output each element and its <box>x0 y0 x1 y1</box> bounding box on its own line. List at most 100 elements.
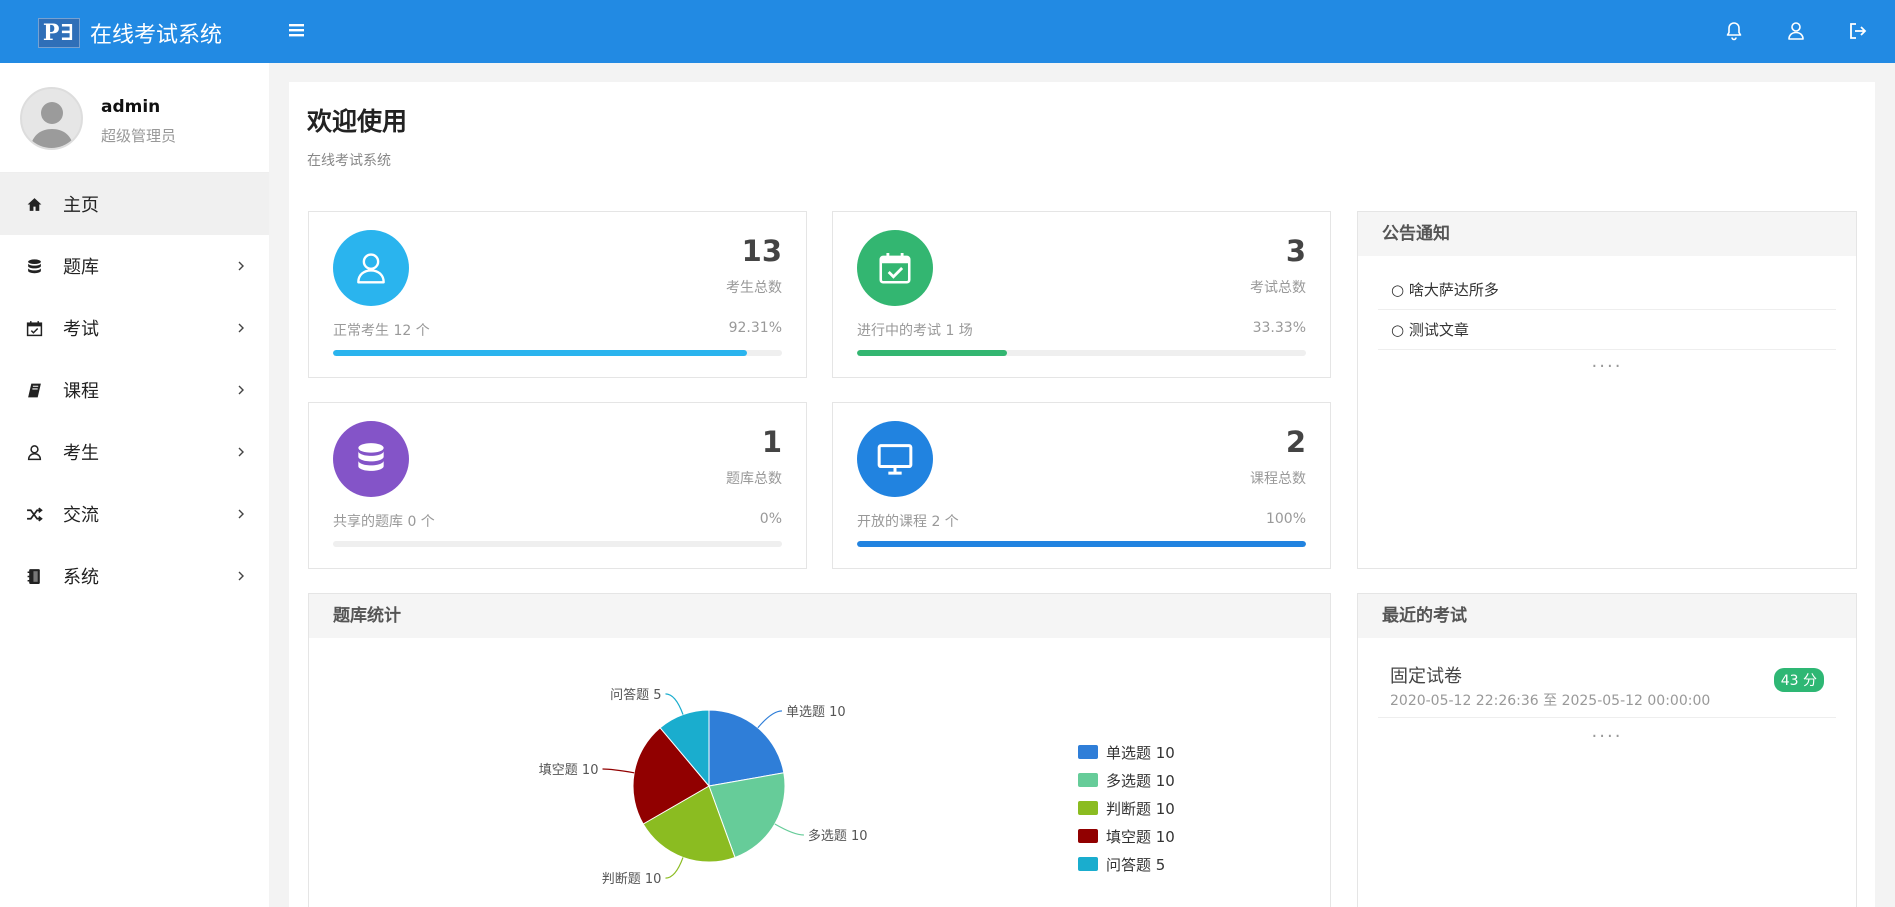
panel-title: 题库统计 <box>309 594 1330 638</box>
calendar-check-icon <box>26 320 43 336</box>
stat-value: 2 <box>1285 425 1306 459</box>
legend-label: 多选题 10 <box>1106 771 1175 790</box>
user-profile: admin 超级管理员 <box>0 63 269 173</box>
sidebar: admin 超级管理员 主页 题库 考试 <box>0 63 269 907</box>
progress-bar <box>857 350 1306 356</box>
stat-footer: 正常考生 12 个 <box>333 323 430 339</box>
legend-swatch <box>1078 801 1098 815</box>
sidebar-item-label: 课程 <box>63 381 99 402</box>
panel-title: 最近的考试 <box>1358 594 1856 638</box>
chart-legend: 单选题 10 多选题 10 判断题 10 填空题 10 问答题 5 <box>1078 738 1175 878</box>
label-line <box>757 710 783 729</box>
progress-fill <box>333 350 748 356</box>
sidebar-item-home[interactable]: 主页 <box>0 173 269 235</box>
legend-item[interactable]: 单选题 10 <box>1078 738 1175 766</box>
label-line <box>602 768 635 774</box>
stat-icon-circle <box>333 230 409 306</box>
hamburger-menu-icon[interactable] <box>287 20 307 40</box>
exam-item[interactable]: 固定试卷 2020-05-12 22:26:36 至 2025-05-12 00… <box>1378 638 1836 718</box>
stat-value: 3 <box>1285 234 1306 268</box>
pie-slice-1[interactable] <box>708 709 785 787</box>
user-icon <box>357 253 385 284</box>
legend-item[interactable]: 多选题 10 <box>1078 766 1175 794</box>
notice-item[interactable]: ○ 测试文章 <box>1378 310 1836 350</box>
chevron-right-icon <box>238 261 244 271</box>
calendar-check-icon <box>879 252 911 284</box>
chevron-right-icon <box>238 323 244 333</box>
stat-footer: 开放的课程 2 个 <box>857 514 959 530</box>
more-link[interactable]: ···· <box>1591 726 1623 747</box>
stat-value: 13 <box>741 234 782 268</box>
bell-icon[interactable] <box>1722 19 1746 43</box>
user-role: 超级管理员 <box>101 127 177 145</box>
app-title: 在线考试系统 <box>90 23 223 48</box>
sidebar-item-exam[interactable]: 考试 <box>0 297 269 359</box>
logo-mark: P∃ <box>38 18 80 48</box>
notices-panel: 公告通知 ○ 啥大萨达所多 ○ 测试文章 ···· <box>1357 211 1857 569</box>
panel-title: 公告通知 <box>1358 212 1856 256</box>
sidebar-item-communication[interactable]: 交流 <box>0 483 269 545</box>
page-title: 欢迎使用 <box>307 107 408 136</box>
stat-percent: 33.33% <box>1252 320 1306 336</box>
legend-swatch <box>1078 745 1098 759</box>
user-icon <box>27 444 42 460</box>
stat-footer: 共享的题库 0 个 <box>333 514 435 530</box>
chevron-right-icon <box>238 447 244 457</box>
pie-slice-4[interactable] <box>632 727 710 825</box>
slice-label: 判断题 10 <box>602 872 662 887</box>
stat-card-courses[interactable]: 2 课程总数 开放的课程 2 个 100% <box>832 402 1331 569</box>
avatar[interactable] <box>20 87 83 150</box>
stat-card-students[interactable]: 13 考生总数 正常考生 12 个 92.31% <box>308 211 807 378</box>
legend-swatch <box>1078 857 1098 871</box>
stat-value: 1 <box>761 425 782 459</box>
sidebar-item-students[interactable]: 考生 <box>0 421 269 483</box>
stat-label: 考试总数 <box>1250 280 1306 296</box>
progress-fill <box>857 350 1007 356</box>
legend-item[interactable]: 填空题 10 <box>1078 822 1175 850</box>
recent-exams-panel: 最近的考试 固定试卷 2020-05-12 22:26:36 至 2025-05… <box>1357 593 1857 907</box>
stat-icon-circle <box>857 421 933 497</box>
label-line <box>665 857 684 879</box>
user-icon[interactable] <box>1784 19 1808 43</box>
chevron-right-icon <box>238 509 244 519</box>
stat-card-exams[interactable]: 3 考试总数 进行中的考试 1 场 33.33% <box>832 211 1331 378</box>
sidebar-item-system[interactable]: 系统 <box>0 545 269 607</box>
notice-list: ○ 啥大萨达所多 ○ 测试文章 <box>1358 270 1856 350</box>
home-icon <box>27 197 42 211</box>
legend-label: 问答题 5 <box>1106 855 1166 874</box>
sidebar-item-label: 考生 <box>63 443 99 464</box>
stat-percent: 0% <box>759 511 782 527</box>
exam-time: 2020-05-12 22:26:36 至 2025-05-12 00:00:0… <box>1390 693 1711 709</box>
legend-item[interactable]: 问答题 5 <box>1078 850 1175 878</box>
slice-label: 问答题 5 <box>610 687 661 703</box>
stat-label: 考生总数 <box>726 280 782 296</box>
sidebar-item-course[interactable]: 课程 <box>0 359 269 421</box>
notice-item[interactable]: ○ 啥大萨达所多 <box>1378 270 1836 310</box>
stat-card-question-banks[interactable]: 1 题库总数 共享的题库 0 个 0% <box>308 402 807 569</box>
logout-icon[interactable] <box>1846 19 1870 43</box>
stat-icon-circle <box>857 230 933 306</box>
stat-label: 题库总数 <box>726 471 782 487</box>
pie-chart: 单选题 10 多选题 10 判断题 10 填空题 10 问答题 5 <box>539 687 868 887</box>
page-subtitle: 在线考试系统 <box>307 153 391 169</box>
sidebar-item-question-bank[interactable]: 题库 <box>0 235 269 297</box>
progress-bar <box>857 541 1306 547</box>
sidebar-nav: 主页 题库 考试 课程 <box>0 173 269 607</box>
pie-slice-3[interactable] <box>642 785 736 863</box>
sidebar-item-label: 考试 <box>63 319 99 340</box>
legend-label: 判断题 10 <box>1106 799 1175 818</box>
more-link[interactable]: ···· <box>1591 356 1623 377</box>
app-logo[interactable]: P∃ 在线考试系统 <box>38 17 222 49</box>
score-badge: 43 分 <box>1773 668 1824 692</box>
main-content: 欢迎使用 在线考试系统 13 考生总数 正常考生 12 个 92.31% 3 <box>289 82 1875 907</box>
legend-swatch <box>1078 829 1098 843</box>
stat-footer: 进行中的考试 1 场 <box>857 323 973 339</box>
chevron-right-icon <box>238 385 244 395</box>
legend-swatch <box>1078 773 1098 787</box>
slice-label: 多选题 10 <box>808 828 868 844</box>
database-icon <box>358 443 384 471</box>
stat-icon-circle <box>333 421 409 497</box>
pie-slice-2[interactable] <box>708 772 786 859</box>
legend-item[interactable]: 判断题 10 <box>1078 794 1175 822</box>
slice-label: 单选题 10 <box>786 705 846 720</box>
